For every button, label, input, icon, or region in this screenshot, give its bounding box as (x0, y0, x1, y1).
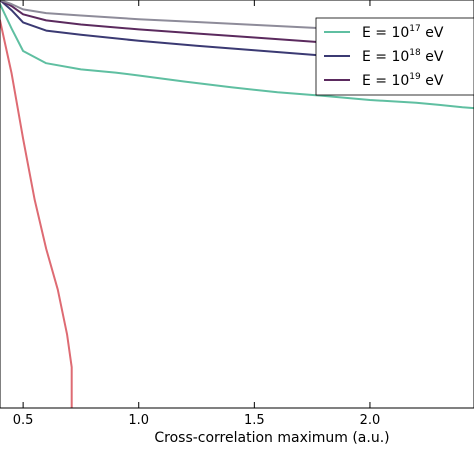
plot-frame (0, 0, 474, 409)
series-line-1 (0, 3, 474, 110)
legend-label-1: E = 1017 eV (362, 24, 444, 41)
x-tick-label: 1.0 (128, 413, 149, 428)
legend-label-2: E = 1018 eV (362, 48, 444, 65)
x-tick-label: 2.0 (360, 413, 381, 428)
legend: E = 1017 eV E = 1018 eV E = 1019 eV (315, 17, 474, 96)
x-tick-label: 1.5 (244, 413, 265, 428)
x-tick-label: 0.5 (13, 413, 34, 428)
x-axis-title: Cross-correlation maximum (a.u.) (154, 430, 389, 446)
x-axis-ticks: 0.5 1.0 1.5 2.0 (13, 0, 381, 428)
legend-label-3: E = 1019 eV (362, 72, 444, 89)
series-line-0 (0, 17, 73, 408)
